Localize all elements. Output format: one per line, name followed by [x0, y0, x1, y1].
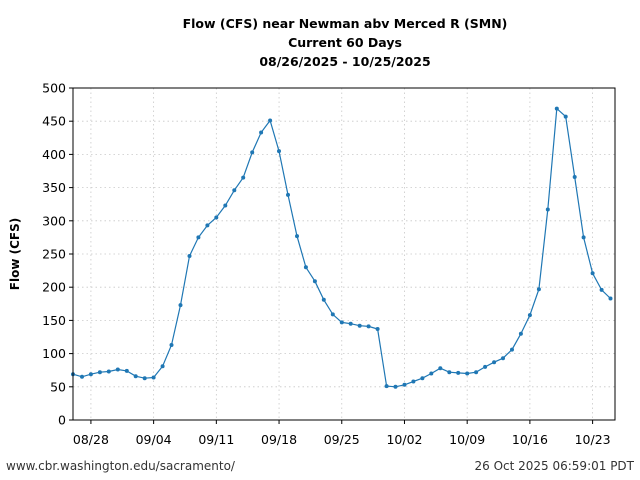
data-point	[97, 370, 102, 375]
data-point	[357, 323, 362, 328]
y-tick-label: 350	[42, 180, 66, 195]
data-point	[133, 374, 138, 379]
data-point	[187, 254, 192, 258]
data-point	[384, 384, 389, 389]
data-point	[169, 343, 174, 347]
data-point	[88, 372, 93, 377]
chart-title-line-2: Current 60 Days	[288, 35, 402, 50]
chart-title-line-3: 08/26/2025 - 10/25/2025	[259, 54, 430, 69]
data-point	[339, 320, 344, 325]
data-point	[142, 376, 147, 381]
y-tick-label: 450	[42, 114, 66, 129]
data-point	[527, 313, 532, 318]
data-point	[438, 366, 443, 371]
x-tick-label: 09/25	[324, 432, 360, 447]
y-tick-label: 150	[42, 313, 66, 328]
data-point	[510, 347, 514, 352]
footer-source-link[interactable]: www.cbr.washington.edu/sacramento/	[6, 459, 236, 473]
data-point	[545, 207, 550, 212]
data-point	[590, 271, 595, 276]
data-point	[321, 297, 326, 302]
y-tick-label: 50	[50, 379, 66, 394]
data-point	[295, 234, 299, 239]
data-point	[80, 374, 84, 379]
y-axis-ticks: 0 50 100 150 200 250 300 350 400 450 500	[42, 81, 73, 428]
data-point	[375, 327, 380, 331]
x-tick-label: 10/23	[575, 432, 611, 447]
data-point	[447, 370, 452, 375]
chart-title-line-1: Flow (CFS) near Newman abv Merced R (SMN…	[183, 16, 508, 31]
data-point	[106, 369, 111, 374]
data-point	[232, 188, 237, 193]
x-tick-label: 09/11	[198, 432, 234, 447]
data-point	[160, 364, 165, 369]
data-point	[402, 382, 407, 387]
data-point	[429, 371, 434, 376]
data-point	[268, 118, 273, 123]
data-point	[303, 265, 308, 270]
data-point	[205, 223, 210, 228]
data-point	[608, 296, 613, 301]
data-point	[223, 203, 228, 208]
x-tick-label: 08/28	[73, 432, 109, 447]
data-point	[474, 370, 479, 375]
data-point	[178, 303, 183, 308]
data-point	[411, 379, 416, 384]
data-point	[277, 149, 281, 154]
data-point	[393, 384, 398, 389]
data-point	[465, 371, 470, 376]
data-point	[456, 370, 461, 375]
data-point	[214, 215, 219, 220]
data-point	[554, 106, 559, 111]
grid	[73, 88, 615, 420]
x-tick-label: 10/09	[449, 432, 485, 447]
y-tick-label: 400	[42, 147, 66, 162]
data-point	[536, 287, 541, 292]
data-point	[483, 364, 488, 369]
x-tick-label: 09/04	[136, 432, 172, 447]
y-tick-label: 100	[42, 346, 66, 361]
data-point	[115, 367, 120, 372]
data-point	[599, 287, 604, 292]
data-point	[259, 130, 264, 135]
data-point	[572, 175, 577, 179]
x-tick-label: 09/18	[261, 432, 297, 447]
data-point	[196, 235, 201, 240]
data-point	[366, 324, 371, 329]
chart-title: Flow (CFS) near Newman abv Merced R (SMN…	[183, 16, 508, 69]
data-point	[124, 368, 129, 373]
footer-timestamp: 26 Oct 2025 06:59:01 PDT	[474, 459, 634, 473]
data-point	[330, 312, 335, 317]
data-point	[492, 360, 497, 365]
y-tick-label: 250	[42, 247, 66, 262]
x-tick-label: 10/16	[512, 432, 548, 447]
y-tick-label: 500	[42, 81, 66, 96]
data-point	[420, 376, 425, 381]
series	[71, 106, 613, 389]
data-point	[151, 375, 156, 380]
data-point	[501, 356, 505, 361]
x-tick-label: 10/02	[386, 432, 422, 447]
data-point	[563, 114, 568, 119]
data-point	[312, 279, 317, 284]
plot-frame	[72, 87, 616, 421]
y-axis-label: Flow (CFS)	[8, 218, 22, 290]
data-point	[241, 175, 246, 180]
y-tick-label: 0	[58, 413, 66, 428]
y-tick-label: 300	[42, 213, 66, 228]
data-point	[348, 321, 353, 326]
data-point	[286, 192, 290, 197]
y-tick-label: 200	[42, 280, 66, 295]
data-point	[518, 331, 523, 336]
data-point	[581, 235, 586, 240]
data-point	[250, 150, 255, 155]
x-axis-ticks: 08/28 09/04 09/11 09/18 09/25 10/02 10/09 10/16…	[73, 420, 611, 447]
